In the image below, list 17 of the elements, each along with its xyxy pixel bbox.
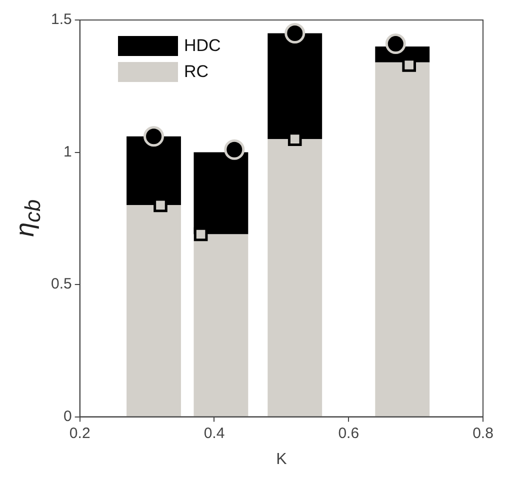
- y-tick-label: 0: [64, 408, 72, 425]
- bar: [375, 62, 430, 416]
- legend-label: HDC: [184, 36, 221, 56]
- point: [385, 34, 406, 54]
- y-tick-label: 0.5: [50, 276, 72, 293]
- x-axis-title: K: [276, 450, 288, 468]
- point: [194, 227, 208, 242]
- x-tick-label: 0.8: [472, 424, 494, 442]
- point: [144, 126, 164, 147]
- x-tick-label: 0.4: [204, 424, 225, 442]
- x-tick-label: 0.2: [69, 424, 90, 442]
- point: [224, 139, 245, 160]
- y-tick-label: 1.5: [50, 11, 72, 28]
- x-tick-label: 0.6: [338, 424, 360, 442]
- point: [284, 22, 306, 44]
- y-tick-label: 1: [64, 143, 72, 160]
- legend-label: RC: [184, 62, 209, 82]
